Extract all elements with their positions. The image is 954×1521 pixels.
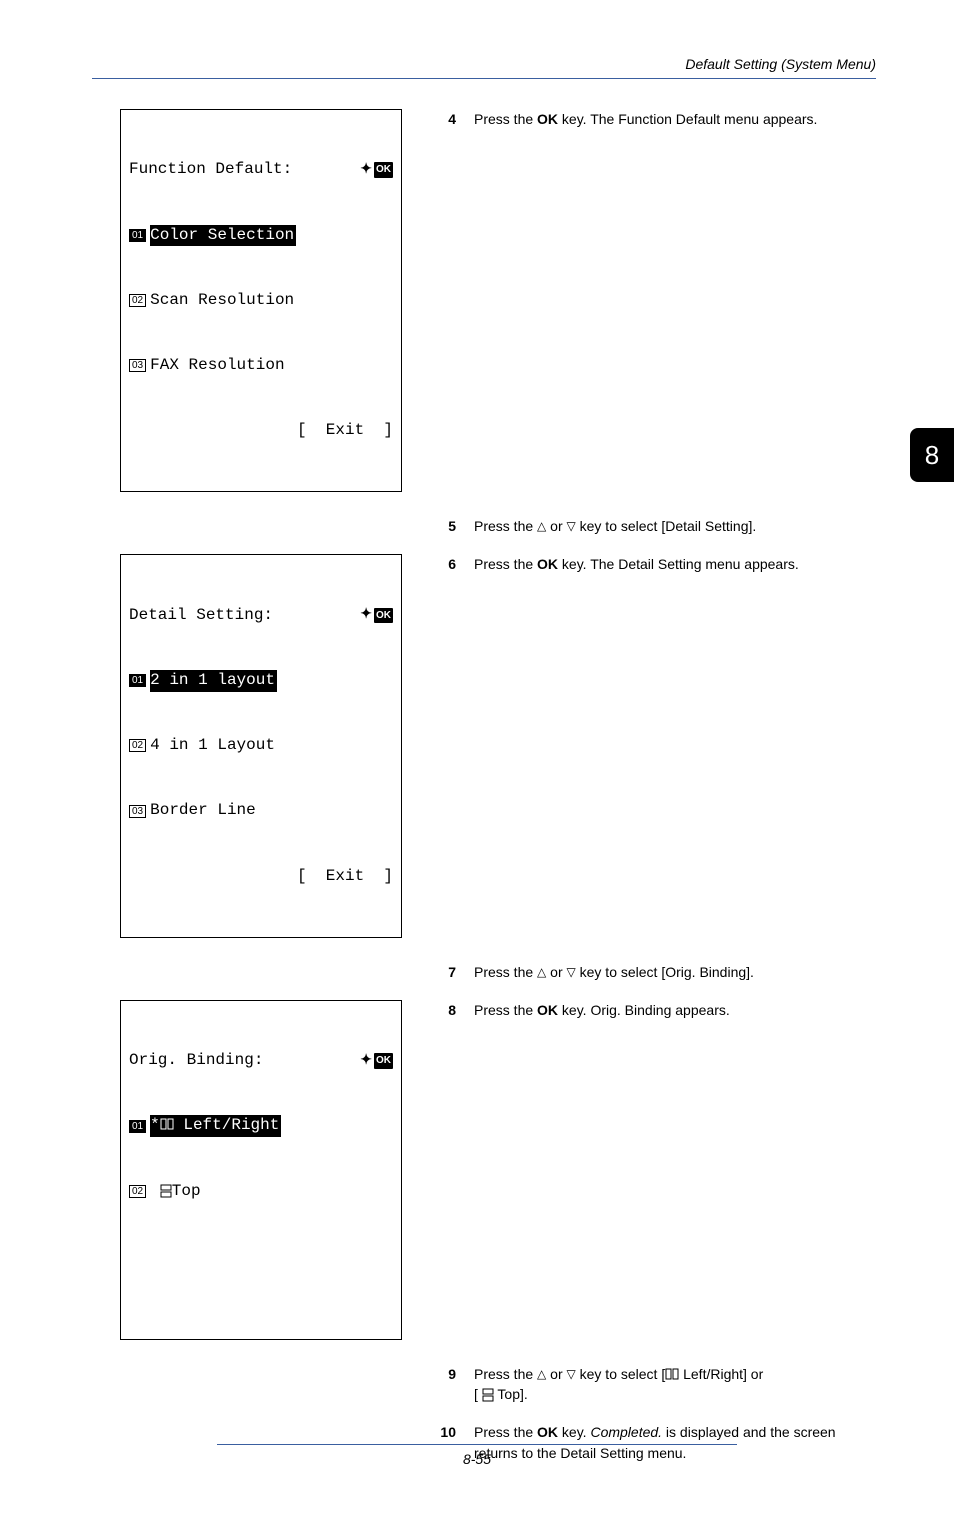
lcd1-item3: FAX Resolution (150, 355, 284, 377)
item-num: 01 (129, 1120, 146, 1133)
lcd3-title: Orig. Binding: (129, 1050, 263, 1072)
step-number: 9 (436, 1364, 456, 1405)
lcd2-title: Detail Setting: (129, 605, 273, 627)
step-7-text: Press the △ or ▽ key to select [Orig. Bi… (474, 962, 876, 982)
binding-top-icon (160, 1184, 172, 1198)
step-number: 6 (436, 554, 456, 574)
item-num: 03 (129, 805, 146, 818)
lcd1-item1: Color Selection (150, 225, 296, 247)
lcd1-title: Function Default: (129, 159, 292, 181)
header-rule (92, 78, 876, 79)
page-number: 8-55 (463, 1451, 491, 1467)
item-num: 02 (129, 294, 146, 307)
step-5-text: Press the △ or ▽ key to select [Detail S… (474, 516, 876, 536)
step-4-text: Press the OK key. The Function Default m… (474, 109, 876, 129)
step-number: 8 (436, 1000, 456, 1020)
lcd2-item3: Border Line (150, 800, 256, 822)
item-num: 02 (129, 1185, 146, 1198)
lcd-function-default: Function Default: ✦OK 01Color Selection … (120, 109, 402, 492)
binding-left-right-icon (160, 1118, 174, 1132)
lcd-orig-binding: Orig. Binding: ✦OK 01 * Left/Right 02 Top (120, 1000, 402, 1340)
nav-ok-icon: ✦OK (360, 606, 393, 625)
step-8-text: Press the OK key. Orig. Binding appears. (474, 1000, 876, 1020)
item-num: 01 (129, 229, 146, 242)
step-number: 4 (436, 109, 456, 129)
lcd2-item2: 4 in 1 Layout (150, 735, 275, 757)
chapter-tab: 8 (910, 428, 954, 482)
binding-top-icon (482, 1388, 494, 1402)
step-9-text: Press the △ or ▽ key to select [ Left/Ri… (474, 1364, 876, 1405)
lcd1-exit: [ Exit ] (297, 420, 393, 442)
running-header: Default Setting (System Menu) (92, 56, 876, 72)
step-6-text: Press the OK key. The Detail Setting men… (474, 554, 876, 574)
step-number: 5 (436, 516, 456, 536)
item-num: 01 (129, 674, 146, 687)
lcd-detail-setting: Detail Setting: ✦OK 01 2 in 1 layout 02 4 … (120, 554, 402, 937)
nav-ok-icon: ✦OK (360, 161, 393, 180)
lcd1-item2: Scan Resolution (150, 290, 294, 312)
lcd3-item1: * Left/Right (150, 1115, 281, 1137)
lcd3-item2: Top (172, 1181, 201, 1203)
binding-left-right-icon (665, 1368, 679, 1382)
lcd2-item1: 2 in 1 layout (150, 670, 277, 692)
nav-ok-icon: ✦OK (360, 1052, 393, 1071)
item-num: 03 (129, 359, 146, 372)
step-number: 7 (436, 962, 456, 982)
item-num: 02 (129, 739, 146, 752)
page-footer: 8-55 (0, 1444, 954, 1467)
lcd2-exit: [ Exit ] (297, 866, 393, 888)
